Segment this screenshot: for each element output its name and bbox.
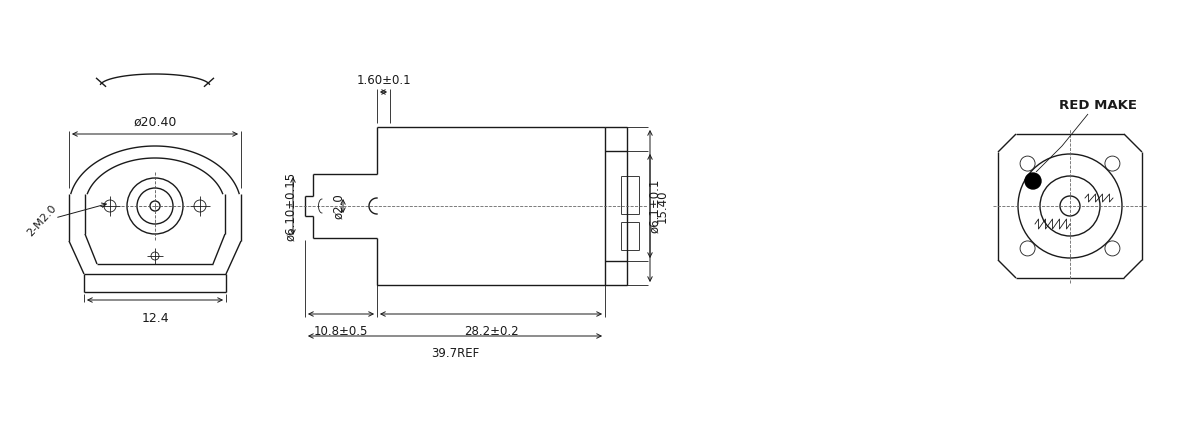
Text: ø20.40: ø20.40 <box>133 116 176 129</box>
Text: 10.8±0.5: 10.8±0.5 <box>314 325 368 338</box>
Text: RED MAKE: RED MAKE <box>1059 99 1136 112</box>
Text: 2-M2.0: 2-M2.0 <box>25 204 58 239</box>
Text: 28.2±0.2: 28.2±0.2 <box>464 325 519 338</box>
Text: 12.4: 12.4 <box>142 312 169 325</box>
Text: 15.40: 15.40 <box>656 189 669 223</box>
Text: ø2.0: ø2.0 <box>332 193 345 219</box>
Text: 1.60±0.1: 1.60±0.1 <box>356 74 411 87</box>
Text: ø6.10±0.15: ø6.10±0.15 <box>284 171 298 240</box>
Circle shape <box>1025 173 1041 189</box>
Text: 39.7REF: 39.7REF <box>431 347 480 360</box>
Text: ø6.1±0.1: ø6.1±0.1 <box>649 179 662 233</box>
